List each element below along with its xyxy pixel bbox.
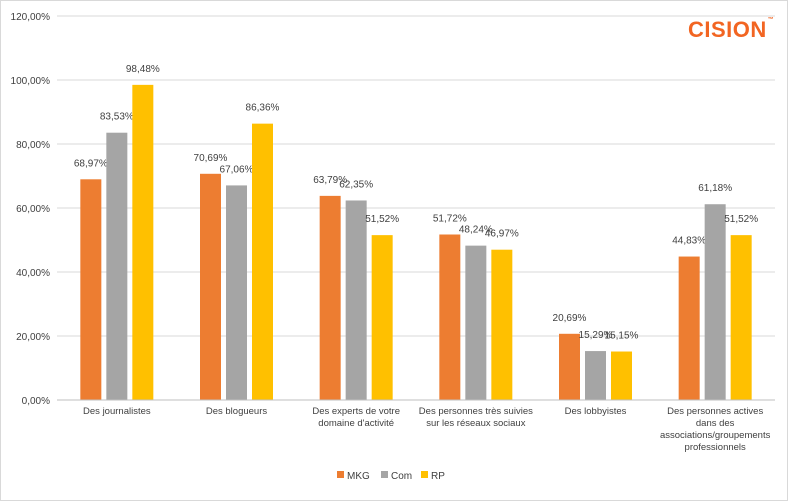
y-tick-label: 0,00%	[22, 396, 50, 407]
bar-rp	[252, 123, 273, 400]
data-label: 63,79%	[313, 175, 347, 186]
data-label: 83,53%	[100, 112, 134, 123]
data-label: 51,52%	[365, 214, 399, 225]
x-category-label: Des blogueurs	[206, 406, 268, 417]
data-label: 15,29%	[579, 330, 613, 341]
y-tick-label: 120,00%	[11, 12, 51, 23]
bar-mkg	[559, 333, 580, 400]
x-category-label: domaine d'activité	[318, 418, 394, 429]
bar-rp	[371, 235, 393, 400]
legend-label-rp: RP	[431, 471, 445, 482]
legend-swatch-mkg	[337, 471, 344, 478]
data-label: 86,36%	[246, 103, 280, 114]
y-tick-label: 80,00%	[16, 140, 50, 151]
bar-mkg	[439, 234, 461, 400]
x-category-label: sur les réseaux sociaux	[426, 418, 526, 429]
bar-mkg	[319, 195, 341, 400]
data-label: 44,83%	[672, 236, 706, 247]
y-tick-label: 20,00%	[16, 332, 50, 343]
x-category-label: Des experts de votre	[312, 406, 400, 417]
x-category-label: associations/groupements	[660, 430, 771, 441]
x-category-label: Des personnes actives	[667, 406, 763, 417]
bar-rp	[730, 235, 752, 400]
x-category-label: Des lobbyistes	[565, 406, 627, 417]
data-label: 51,52%	[724, 214, 758, 225]
bar-mkg	[80, 179, 102, 400]
data-label: 20,69%	[553, 313, 587, 324]
bar-com	[704, 204, 726, 400]
bar-com	[345, 200, 367, 400]
bar-rp	[132, 84, 154, 400]
legend-label-com: Com	[391, 471, 412, 482]
data-label: 67,06%	[220, 164, 254, 175]
bar-mkg	[678, 256, 700, 400]
bar-com	[106, 132, 128, 401]
cision-logo: CISION™	[688, 17, 775, 42]
legend-label-mkg: MKG	[347, 471, 370, 482]
bar-rp	[491, 249, 513, 400]
legend-swatch-rp	[421, 471, 428, 478]
data-label: 98,48%	[126, 64, 160, 75]
bar-mkg	[200, 173, 221, 400]
y-tick-label: 40,00%	[16, 268, 50, 279]
bar-com	[585, 351, 606, 400]
y-tick-label: 60,00%	[16, 204, 50, 215]
y-tick-label: 100,00%	[11, 76, 51, 87]
x-category-label: Des personnes très suivies	[419, 406, 533, 417]
bar-com	[465, 245, 487, 400]
data-label: 62,35%	[339, 179, 373, 190]
x-category-label: dans des	[696, 418, 735, 429]
legend-swatch-com	[381, 471, 388, 478]
data-label: 15,15%	[605, 331, 639, 342]
data-label: 51,72%	[433, 213, 467, 224]
bar-rp	[611, 351, 632, 400]
data-label: 70,69%	[194, 153, 228, 164]
logo-text: CISION	[688, 17, 767, 42]
data-label: 46,97%	[485, 229, 519, 240]
bar-com	[226, 185, 247, 400]
data-label: 48,24%	[459, 225, 493, 236]
data-label: 61,18%	[698, 183, 732, 194]
data-label: 68,97%	[74, 158, 108, 169]
x-category-label: professionnels	[685, 442, 747, 453]
x-category-label: Des journalistes	[83, 406, 151, 417]
